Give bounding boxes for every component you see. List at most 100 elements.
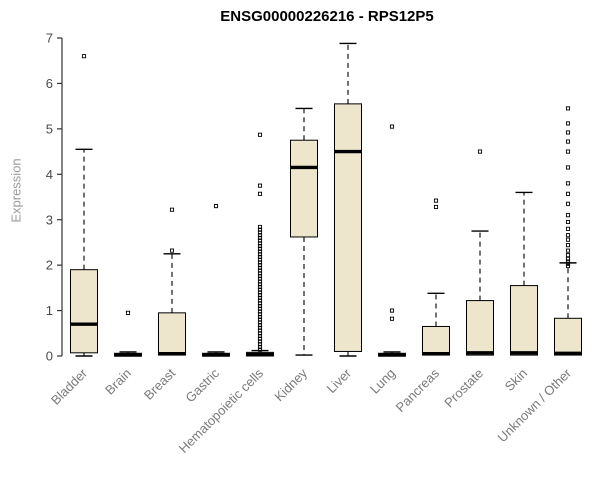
outlier-point (257, 249, 263, 254)
x-tick-label: Gastric (182, 365, 222, 405)
outlier-point (257, 312, 263, 317)
outlier-point (257, 230, 263, 235)
outlier-point (565, 139, 571, 144)
outlier-point (257, 254, 263, 260)
outlier-point (169, 248, 175, 253)
y-tick-label: 3 (46, 212, 53, 227)
box-unknown-other: Unknown / Other (495, 106, 582, 445)
outlier-point (125, 310, 131, 315)
outlier-point (257, 244, 263, 249)
outlier-point (257, 347, 263, 352)
outlier-point (565, 191, 571, 196)
outlier-point (257, 320, 263, 325)
outlier-point (257, 271, 263, 276)
outlier-point (81, 54, 87, 59)
outlier-point (565, 219, 571, 225)
outlier-point (389, 124, 395, 129)
x-tick-label: Pancreas (393, 365, 443, 415)
x-tick-label: Prostate (441, 366, 486, 411)
outlier-point (565, 237, 571, 242)
outlier-point (565, 213, 571, 218)
outlier-point (433, 204, 439, 210)
outlier-point (257, 233, 263, 238)
outlier-point (565, 233, 571, 238)
outlier-point (257, 306, 263, 311)
outlier-point (257, 333, 263, 339)
outlier-point (257, 303, 263, 309)
outlier-point (257, 132, 263, 137)
outlier-point (257, 191, 263, 196)
outlier-point (257, 224, 263, 230)
y-tick-label: 5 (46, 121, 53, 136)
outlier-point (565, 261, 571, 266)
box-skin: Skin (502, 191, 538, 394)
outlier-point (257, 227, 263, 232)
outlier-point (257, 238, 263, 243)
outlier-point (565, 181, 571, 186)
box-prostate: Prostate (441, 149, 494, 411)
outlier-point (565, 149, 571, 154)
outlier-point (565, 226, 571, 231)
outlier-point (257, 323, 263, 328)
box-lung: Lung (367, 124, 406, 397)
outlier-point (257, 290, 263, 295)
outlier-point (257, 344, 263, 349)
box-liver: Liver (324, 42, 362, 396)
y-tick-label: 2 (46, 258, 53, 273)
outlier-point (257, 260, 263, 265)
outlier-point (257, 317, 263, 322)
x-tick-label: Skin (502, 366, 530, 394)
outlier-point (257, 298, 263, 303)
outlier-point (257, 268, 263, 273)
y-tick-label: 7 (46, 31, 53, 46)
y-tick-label: 6 (46, 76, 53, 91)
box-bladder: Bladder (48, 54, 98, 408)
outlier-point (565, 130, 571, 135)
x-tick-label: Liver (324, 365, 355, 396)
outlier-point (257, 273, 263, 279)
y-tick-label: 0 (46, 349, 53, 364)
y-tick-label: 1 (46, 303, 53, 318)
outlier-point (257, 265, 263, 270)
x-tick-label: Hematopoietic cells (176, 365, 267, 456)
outlier-point (257, 287, 263, 292)
outlier-point (257, 314, 263, 319)
outlier-point (565, 121, 571, 126)
outlier-point (565, 253, 571, 258)
outlier-point (477, 149, 483, 154)
outlier-point (257, 282, 263, 287)
outlier-point (257, 235, 263, 240)
box-pancreas: Pancreas (393, 198, 450, 415)
box-hematopoietic-cells: Hematopoietic cells (176, 132, 274, 456)
x-tick-label: Kidney (271, 365, 310, 404)
outlier-point (257, 331, 263, 336)
outlier-point (213, 204, 219, 209)
outlier-point (257, 342, 263, 347)
outlier-point (389, 308, 395, 313)
outlier-point (257, 295, 263, 300)
x-tick-label: Lung (367, 366, 398, 397)
outlier-point (565, 243, 571, 248)
outlier-point (565, 106, 571, 111)
outlier-point (257, 325, 263, 330)
outlier-point (565, 248, 571, 253)
x-tick-label: Brain (102, 366, 134, 398)
outlier-point (257, 339, 263, 344)
outlier-point (389, 316, 395, 321)
outlier-point (565, 264, 571, 269)
outlier-point (257, 293, 263, 298)
outlier-point (257, 276, 263, 281)
y-tick-label: 4 (46, 167, 53, 182)
outlier-point (257, 279, 263, 284)
x-tick-label: Unknown / Other (495, 365, 575, 445)
outlier-point (257, 241, 263, 246)
y-axis: 0 1 2 3 4 5 6 7 (46, 31, 63, 364)
box-gastric: Gastric (182, 204, 230, 405)
outlier-point (565, 165, 571, 170)
outlier-point (257, 336, 263, 341)
box-kidney: Kidney (271, 107, 318, 404)
box-breast: Breast (141, 207, 186, 403)
outlier-point (257, 301, 263, 306)
outlier-point (565, 201, 571, 206)
